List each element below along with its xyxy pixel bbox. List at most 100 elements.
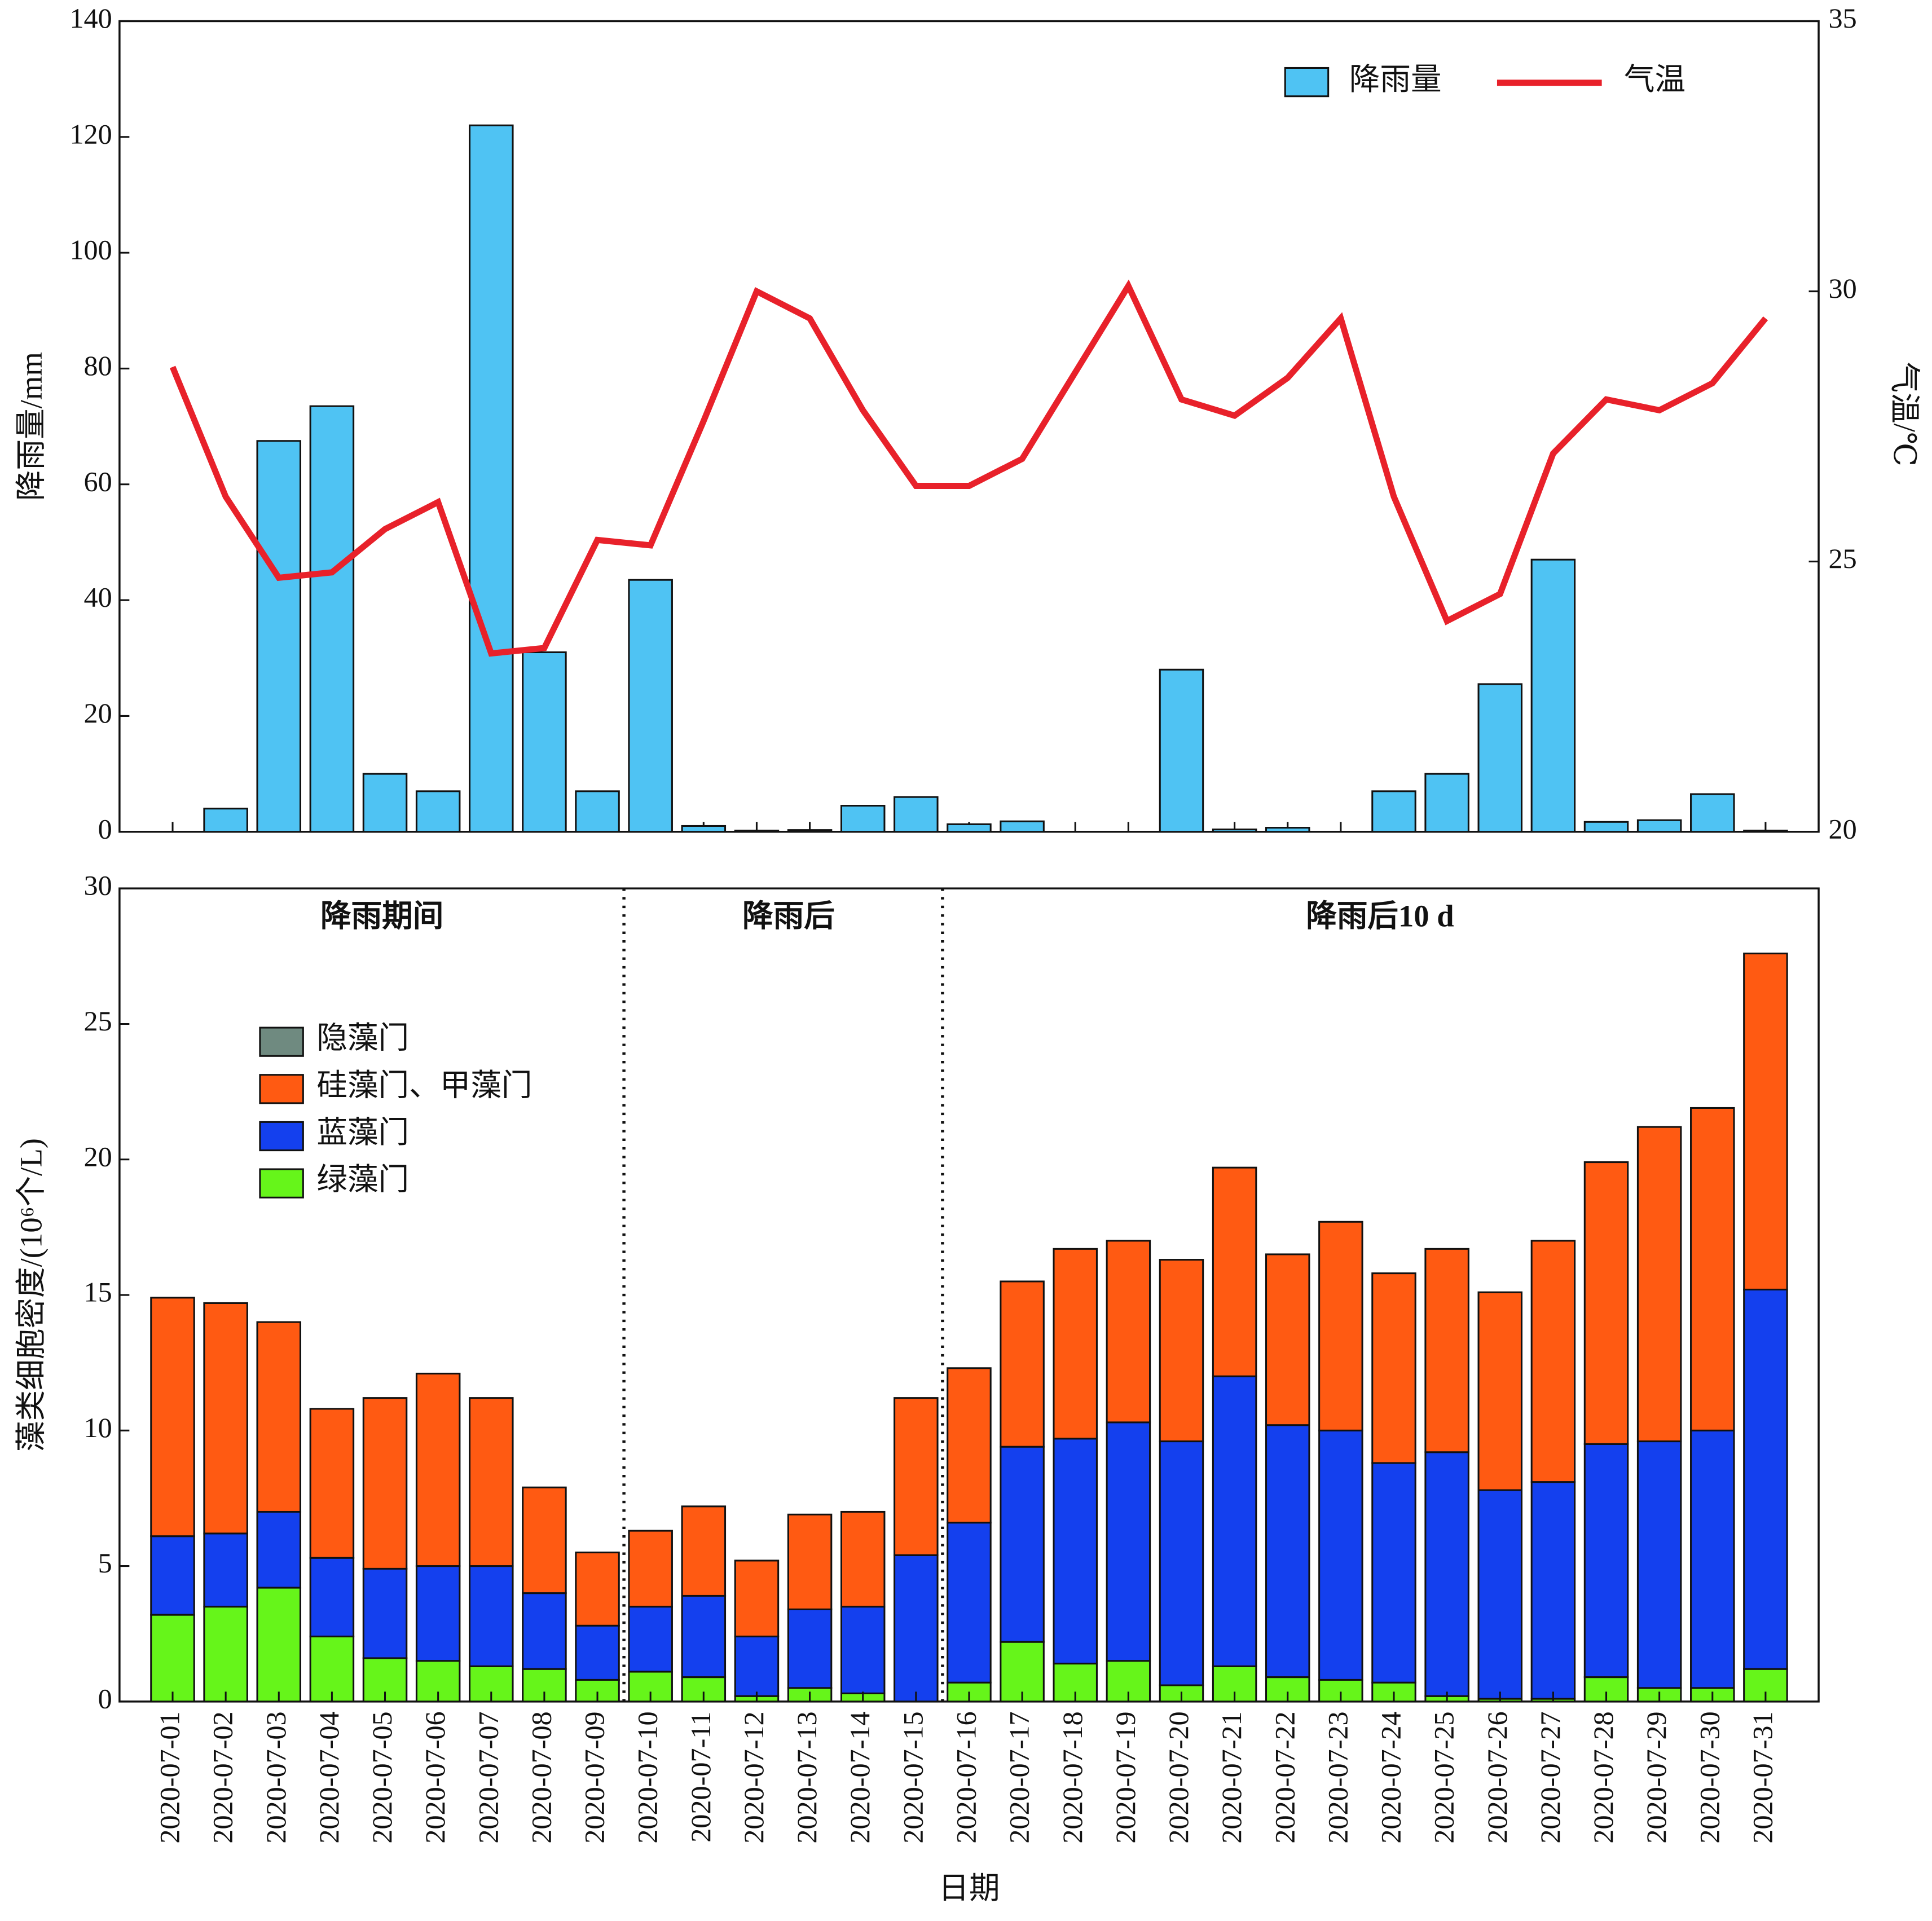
bar-segment xyxy=(203,1606,248,1703)
x-tick-label: 2020-07-15 xyxy=(897,1711,928,1843)
bar-segment xyxy=(469,1565,514,1667)
x-tick-label: 2020-07-07 xyxy=(472,1711,504,1843)
y-tick-label: 100 xyxy=(69,234,112,266)
bar xyxy=(1477,683,1523,833)
bar-segment xyxy=(787,1608,833,1689)
y-tick-label: 20 xyxy=(84,697,112,729)
period-label: 降雨后10 d xyxy=(1306,898,1454,933)
bar xyxy=(840,805,886,833)
bar-segment xyxy=(1159,1440,1204,1686)
x-tick-label: 2020-07-02 xyxy=(207,1711,239,1843)
bar-segment xyxy=(1265,1253,1310,1426)
bar-segment xyxy=(840,1606,886,1694)
y2-tick-label: 30 xyxy=(1829,272,1857,304)
bar xyxy=(309,405,355,833)
bar-segment xyxy=(150,1297,195,1537)
y-tick-label: 60 xyxy=(84,465,112,497)
line xyxy=(169,279,1768,657)
y-tick-label: 20 xyxy=(84,1140,112,1172)
bar-segment xyxy=(150,1614,195,1703)
bar xyxy=(894,796,939,833)
y-tick-label: 15 xyxy=(84,1276,112,1308)
x-tick-label: 2020-07-01 xyxy=(154,1711,186,1843)
bar-segment xyxy=(203,1302,248,1535)
bar-segment xyxy=(628,1530,673,1608)
legend-label: 气温 xyxy=(1624,62,1685,96)
bar-segment xyxy=(1000,1446,1045,1643)
bar xyxy=(681,825,727,833)
bar-segment xyxy=(1743,953,1788,1290)
bar-segment xyxy=(1212,1166,1257,1377)
y-axis-label: 藻类细胞密度/(10⁶个/L) xyxy=(14,1138,49,1452)
x-tick-label: 2020-07-17 xyxy=(1004,1711,1035,1843)
x-tick-label: 2020-07-12 xyxy=(738,1711,769,1843)
bar-segment xyxy=(1530,1240,1576,1483)
bar-segment xyxy=(522,1592,567,1670)
x-tick-label: 2020-07-04 xyxy=(313,1711,345,1843)
y2-axis-label: 气温/℃ xyxy=(1887,362,1922,466)
bar-segment xyxy=(734,1636,780,1697)
y-tick-label: 0 xyxy=(98,813,112,844)
bar-segment xyxy=(681,1594,727,1678)
bar-segment xyxy=(681,1505,727,1597)
bar-segment xyxy=(947,1522,992,1684)
bar-segment xyxy=(1318,1221,1363,1431)
bar xyxy=(734,830,780,833)
bar xyxy=(1743,830,1788,833)
bar-segment xyxy=(1424,1451,1469,1697)
y-tick-label: 120 xyxy=(69,118,112,149)
bar-segment xyxy=(947,1367,992,1524)
bar-segment xyxy=(1743,1288,1788,1670)
bar-segment xyxy=(840,1510,886,1608)
x-tick-label: 2020-07-06 xyxy=(419,1711,451,1843)
bar-segment xyxy=(1053,1438,1098,1665)
y-tick-label: 25 xyxy=(84,1005,112,1037)
bar xyxy=(787,829,833,833)
bar-segment xyxy=(256,1587,302,1703)
bar xyxy=(1530,558,1576,833)
x-tick-label: 2020-07-22 xyxy=(1269,1711,1300,1843)
bar-segment xyxy=(1318,1678,1363,1703)
x-tick-label: 2020-07-19 xyxy=(1110,1711,1141,1843)
x-tick-label: 2020-07-09 xyxy=(579,1711,610,1843)
bar-segment xyxy=(1583,1161,1629,1445)
bar-segment xyxy=(787,1513,833,1611)
y2-tick-label: 20 xyxy=(1829,813,1857,844)
x-tick-label: 2020-07-13 xyxy=(791,1711,822,1843)
bar xyxy=(1212,829,1257,833)
bar-segment xyxy=(522,1486,567,1594)
legend-label: 蓝藻门 xyxy=(316,1115,409,1149)
x-tick-label: 2020-07-28 xyxy=(1587,1711,1619,1843)
bar-segment xyxy=(1212,1375,1257,1667)
x-tick-label: 2020-07-30 xyxy=(1693,1711,1725,1843)
bar-segment xyxy=(1106,1421,1151,1662)
bar xyxy=(1690,793,1735,833)
bar xyxy=(1583,821,1629,833)
bar-segment xyxy=(894,1554,939,1703)
bar-segment xyxy=(1265,1424,1310,1678)
bar-segment xyxy=(1477,1291,1523,1491)
bar xyxy=(1000,820,1045,833)
bar xyxy=(1424,773,1469,833)
x-tick-label: 2020-07-10 xyxy=(632,1711,663,1843)
bar xyxy=(362,773,408,833)
bar-segment xyxy=(309,1557,355,1638)
period-label: 降雨期间 xyxy=(320,898,443,933)
x-tick-label: 2020-07-16 xyxy=(950,1711,982,1843)
bar xyxy=(1636,819,1682,833)
bar-segment xyxy=(309,1636,355,1703)
bar xyxy=(575,790,620,833)
bar-segment xyxy=(1477,1489,1523,1700)
bar-segment xyxy=(1106,1240,1151,1424)
bar-segment xyxy=(256,1510,302,1589)
x-tick-label: 2020-07-03 xyxy=(260,1711,292,1843)
bar xyxy=(203,808,248,833)
legend-label: 隐藻门 xyxy=(316,1021,409,1055)
bar-segment xyxy=(1690,1107,1735,1431)
legend-swatch xyxy=(1284,67,1330,98)
x-tick-label: 2020-07-20 xyxy=(1163,1711,1194,1843)
x-tick-label: 2020-07-05 xyxy=(366,1711,398,1843)
x-tick-label: 2020-07-25 xyxy=(1428,1711,1460,1843)
bar-segment xyxy=(469,1397,514,1567)
